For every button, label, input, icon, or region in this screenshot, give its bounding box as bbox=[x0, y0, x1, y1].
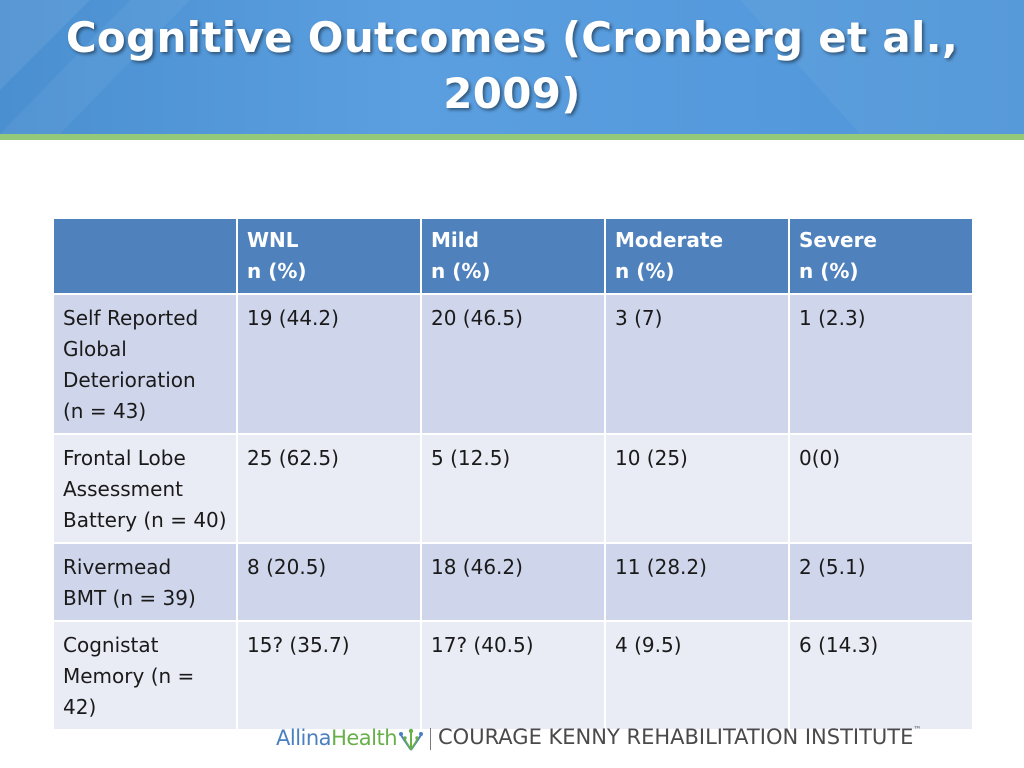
header-cell-severe: Severe n (%) bbox=[788, 217, 974, 295]
cell-wnl: 19 (44.2) bbox=[236, 293, 422, 435]
outcomes-table: WNL n (%) Mild n (%) Moderate n (%) Seve… bbox=[52, 217, 974, 731]
table-header-row: WNL n (%) Mild n (%) Moderate n (%) Seve… bbox=[52, 217, 974, 295]
row-label-line: Assessment bbox=[63, 477, 183, 501]
cell-moderate: 10 (25) bbox=[604, 433, 790, 544]
cell-moderate: 3 (7) bbox=[604, 293, 790, 435]
row-label-line: Global bbox=[63, 337, 127, 361]
allina-leaf-icon bbox=[399, 728, 423, 751]
cell-mild: 5 (12.5) bbox=[420, 433, 606, 544]
cell-wnl: 15? (35.7) bbox=[236, 620, 422, 731]
header-cell-wnl: WNL n (%) bbox=[236, 217, 422, 295]
row-label-line: Rivermead bbox=[63, 555, 172, 579]
table-row: Cognistat Memory (n = 42) 15? (35.7) 17?… bbox=[52, 620, 974, 731]
cell-moderate: 11 (28.2) bbox=[604, 542, 790, 622]
cell-mild: 17? (40.5) bbox=[420, 620, 606, 731]
row-label-cell: Cognistat Memory (n = 42) bbox=[52, 620, 238, 731]
outcomes-table-container: WNL n (%) Mild n (%) Moderate n (%) Seve… bbox=[52, 217, 974, 731]
header-unit: n (%) bbox=[615, 259, 675, 283]
row-label-line: Battery (n = 40) bbox=[63, 508, 227, 532]
table-row: Frontal Lobe Assessment Battery (n = 40)… bbox=[52, 433, 974, 544]
institute-name: COURAGE KENNY REHABILITATION INSTITUTE bbox=[438, 725, 914, 749]
allina-wordmark: Allina bbox=[276, 726, 332, 750]
cell-wnl: 8 (20.5) bbox=[236, 542, 422, 622]
header-unit: n (%) bbox=[247, 259, 307, 283]
header-label: WNL bbox=[247, 228, 299, 252]
header-unit: n (%) bbox=[799, 259, 859, 283]
row-label-line: 42) bbox=[63, 695, 97, 719]
header-cell-mild: Mild n (%) bbox=[420, 217, 606, 295]
row-label-line: Self Reported bbox=[63, 306, 199, 330]
header-label: Moderate bbox=[615, 228, 724, 252]
header-label: Severe bbox=[799, 228, 877, 252]
row-label-line: BMT (n = 39) bbox=[63, 586, 196, 610]
table-row: Self Reported Global Deterioration (n = … bbox=[52, 293, 974, 435]
allina-health-logo: AllinaHealth bbox=[276, 726, 398, 750]
header-unit: n (%) bbox=[431, 259, 491, 283]
cell-severe: 6 (14.3) bbox=[788, 620, 974, 731]
row-label-line: Frontal Lobe bbox=[63, 446, 186, 470]
row-label-line: (n = 43) bbox=[63, 399, 147, 423]
header-label: Mild bbox=[431, 228, 479, 252]
title-band: Cognitive Outcomes (Cronberg et al., 200… bbox=[0, 0, 1024, 134]
table-row: Rivermead BMT (n = 39) 8 (20.5) 18 (46.2… bbox=[52, 542, 974, 622]
header-decoration bbox=[0, 0, 1024, 134]
header-cell-empty bbox=[52, 217, 238, 295]
trademark: ™ bbox=[913, 725, 922, 734]
cell-severe: 2 (5.1) bbox=[788, 542, 974, 622]
cell-wnl: 25 (62.5) bbox=[236, 433, 422, 544]
cell-moderate: 4 (9.5) bbox=[604, 620, 790, 731]
title-band-stripe bbox=[0, 134, 1024, 140]
cell-mild: 18 (46.2) bbox=[420, 542, 606, 622]
header-cell-moderate: Moderate n (%) bbox=[604, 217, 790, 295]
slide-title: Cognitive Outcomes (Cronberg et al., 200… bbox=[65, 13, 959, 118]
row-label-line: Cognistat bbox=[63, 633, 159, 657]
row-label-line: Deterioration bbox=[63, 368, 196, 392]
row-label-line: Memory (n = bbox=[63, 664, 195, 688]
cell-severe: 0(0) bbox=[788, 433, 974, 544]
row-label-cell: Rivermead BMT (n = 39) bbox=[52, 542, 238, 622]
row-label-cell: Self Reported Global Deterioration (n = … bbox=[52, 293, 238, 435]
courage-kenny-logo: COURAGE KENNY REHABILITATION INSTITUTE™ bbox=[438, 725, 921, 749]
row-label-cell: Frontal Lobe Assessment Battery (n = 40) bbox=[52, 433, 238, 544]
cell-severe: 1 (2.3) bbox=[788, 293, 974, 435]
cell-mild: 20 (46.5) bbox=[420, 293, 606, 435]
footer-logos: AllinaHealth COURAGE KENNY REHABILITATIO… bbox=[276, 724, 996, 758]
logo-divider bbox=[430, 728, 431, 750]
health-wordmark: Health bbox=[331, 726, 398, 750]
